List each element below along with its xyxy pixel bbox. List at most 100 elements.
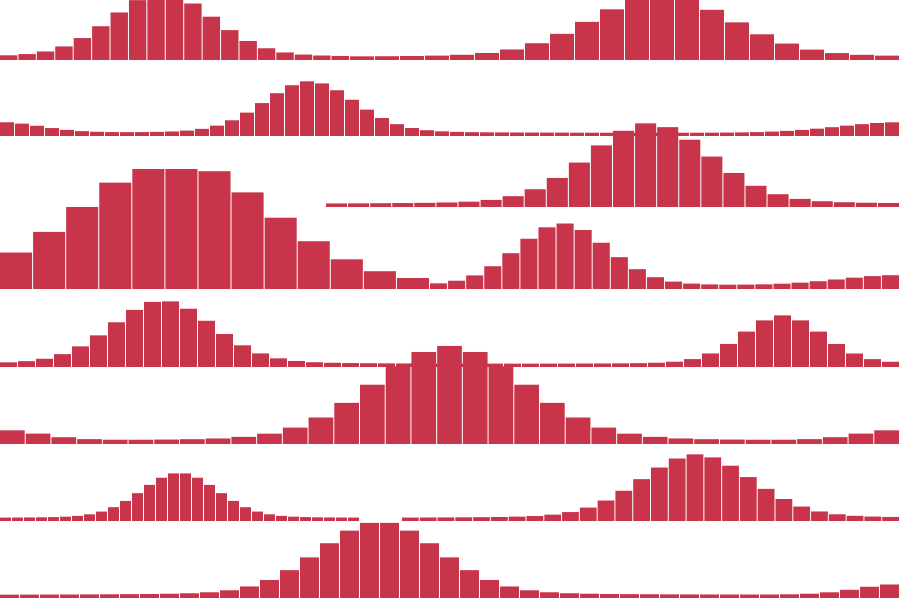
histogram-bar [613,130,635,207]
histogram-bar [508,516,526,521]
histogram-bar [435,131,449,136]
histogram-bar [84,514,95,521]
histogram-bar [864,359,881,367]
histogram-bar [694,439,719,444]
histogram-bar [524,189,546,207]
histogram-bar [30,125,44,136]
histogram-bar [828,343,845,367]
histogram-bar [120,594,139,598]
histogram-bar [462,351,488,444]
histogram-bar [144,301,161,367]
histogram-bar [600,9,624,61]
histogram-bar [686,454,704,521]
histogram-bar [576,363,593,367]
histogram-bar [396,278,429,289]
histogram-bar [475,52,499,60]
histogram-bar [252,353,269,367]
histogram-bar [96,511,107,521]
histogram-bar [60,516,71,521]
histogram-bar [520,238,538,289]
histogram-bar [881,275,899,289]
histogram-bar [216,333,233,367]
histogram-bar [90,335,107,367]
histogram-bar [414,202,436,207]
histogram-bar [789,198,811,207]
histogram-bar [40,594,59,598]
histogram-bar [419,517,437,521]
histogram-bar [405,128,419,136]
histogram-bar [679,139,701,207]
histogram-bar [204,484,215,521]
histogram-bar [80,594,99,598]
histogram-bar [448,280,466,289]
histogram-bar [825,127,839,136]
histogram-bar [775,499,793,521]
histogram-bar [300,557,319,598]
histogram-bar [880,584,899,598]
histogram-bar [610,257,628,289]
histogram-bar [617,433,642,444]
histogram-bar [791,282,809,289]
histogram-bar [326,203,348,207]
histogram-bar [701,156,723,207]
histogram-bar [514,384,539,444]
histogram-bar [486,363,503,367]
histogram-bar [33,231,66,289]
histogram-bar [140,594,159,598]
histogram-bar [360,109,374,136]
histogram-bar [809,281,827,289]
histogram-bar [495,132,509,136]
histogram-bar [300,517,311,521]
histogram-bar [348,203,370,207]
histogram-bar [810,331,827,367]
histogram-bar [827,279,845,289]
histogram-bar [420,130,434,136]
histogram-bar [568,162,590,207]
histogram-bar [285,85,299,136]
histogram-bar [870,122,884,136]
histogram-bar [264,514,275,521]
histogram-bar [312,517,323,521]
histogram-bar [234,345,251,367]
histogram-bar [336,517,347,521]
histogram-bar [665,281,683,289]
histogram-bar [723,172,745,207]
histogram-bar [288,516,299,521]
histogram-bar [722,465,739,521]
histogram-bar [260,579,279,598]
histogram-bar [276,515,287,521]
histogram-bar [600,132,614,136]
histogram-bar [25,433,51,444]
histogram-bar [210,125,224,136]
histogram-bar [55,46,73,60]
histogram-bar [282,427,308,444]
histogram-bar [162,301,179,367]
histogram-bar [680,594,699,598]
histogram-bar [562,512,579,521]
histogram-bar [565,417,591,444]
histogram-bar [820,592,839,598]
histogram-bar [860,586,879,598]
histogram-bar [36,358,53,367]
histogram-bar [425,55,449,60]
histogram-bar [625,0,649,60]
histogram-bar [792,320,809,367]
histogram-bar [105,132,119,136]
histogram-bar [773,283,791,289]
histogram-bar [345,99,359,136]
histogram-bar [795,129,809,136]
histogram-bar [360,363,377,367]
histogram-bar [520,590,539,598]
histogram-bar [120,500,131,521]
histogram-bar [297,241,330,289]
histogram-bar [525,43,549,60]
histogram-bar [825,53,849,60]
histogram-bar [800,49,824,60]
histogram-bar [231,436,257,444]
histogram-bar [882,516,899,521]
histogram-bar [745,185,767,207]
histogram-bar [51,437,77,444]
histogram-bar [396,363,413,367]
histogram-bar [855,124,869,136]
histogram-bar [845,277,863,289]
